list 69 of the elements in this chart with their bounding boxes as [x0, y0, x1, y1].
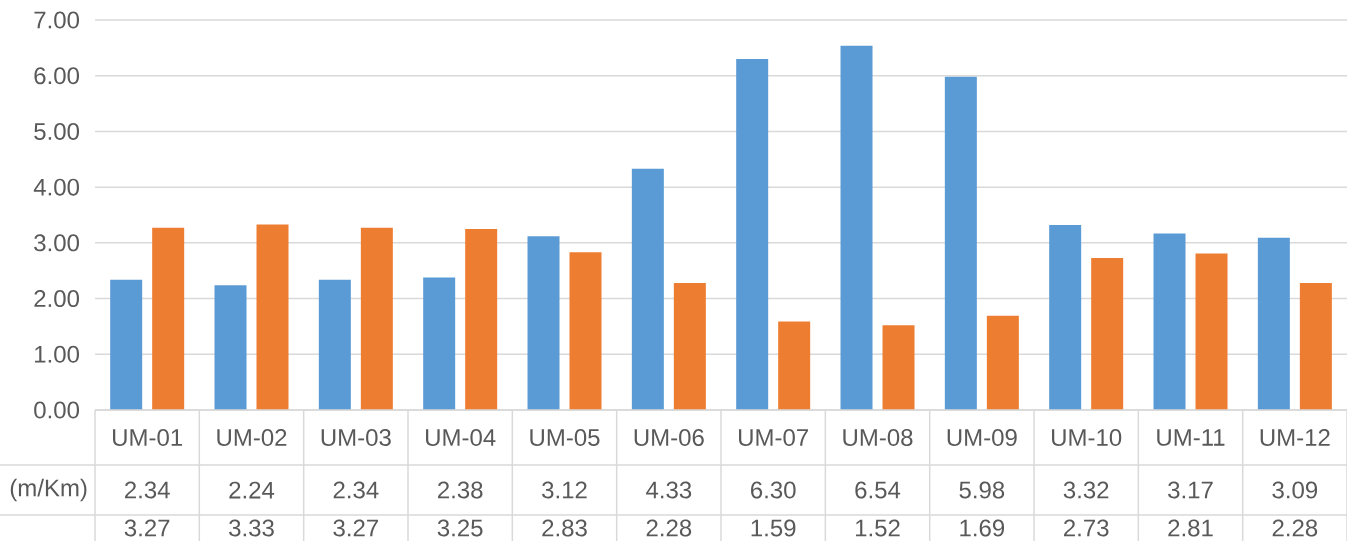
bar	[986, 315, 1019, 410]
data-label: 1.69	[960, 519, 1005, 537]
bar	[360, 227, 393, 410]
data-label: 2.28	[646, 519, 692, 537]
bar	[673, 282, 706, 410]
data-label: 3.33	[229, 519, 274, 537]
data-label: 2.28	[1272, 519, 1318, 537]
data-label: 2.81	[1168, 519, 1213, 537]
data-label: 6.54	[855, 481, 901, 499]
bar	[214, 285, 247, 410]
y-tick-label: 6.00	[34, 67, 80, 85]
bar	[1257, 237, 1290, 410]
x-tick-label: UM-04	[426, 429, 496, 446]
data-label: 3.27	[124, 519, 170, 537]
bar	[1153, 233, 1186, 410]
data-label: 3.17	[1168, 481, 1213, 499]
bar	[882, 325, 915, 410]
y-tick-label: 0.00	[34, 401, 80, 419]
x-tick-label: UM-08	[843, 429, 913, 446]
bar	[1049, 225, 1082, 410]
data-label: 1.52	[855, 519, 900, 537]
bar	[256, 224, 289, 410]
bar	[569, 252, 602, 410]
bar	[318, 279, 351, 410]
y-tick-label: 1.00	[35, 345, 80, 363]
x-tick-label: UM-02	[217, 429, 287, 446]
bar	[944, 76, 977, 410]
bar	[1195, 253, 1228, 410]
bar	[840, 45, 873, 410]
x-tick-label: UM-03	[321, 429, 391, 446]
y-tick-label: 2.00	[34, 290, 80, 308]
data-label: 2.38	[438, 481, 483, 499]
data-label: 6.30	[751, 481, 796, 499]
bar	[152, 227, 185, 410]
data-label: 2.34	[333, 481, 379, 499]
data-label: 4.33	[646, 481, 692, 499]
x-tick-label: UM-07	[739, 429, 808, 446]
x-tick-label: UM-11	[1157, 429, 1225, 446]
bar	[527, 236, 560, 410]
x-tick-label: UM-09	[947, 429, 1017, 446]
bar	[778, 321, 811, 410]
data-label: 3.09	[1272, 481, 1318, 499]
data-label: 3.32	[1063, 481, 1109, 499]
data-label: 1.59	[751, 519, 796, 537]
data-label: 3.27	[333, 519, 378, 537]
x-tick-label: UM-06	[634, 429, 704, 446]
data-label: 2.83	[542, 519, 587, 537]
data-label: 3.12	[542, 481, 587, 499]
data-label: 3.25	[437, 519, 483, 537]
x-tick-label: UM-10	[1052, 429, 1122, 446]
y-tick-label: 3.00	[34, 234, 80, 252]
bar	[423, 277, 456, 410]
x-tick-label: UM-01	[113, 429, 182, 446]
y-tick-label: 4.00	[33, 178, 80, 196]
x-tick-label: UM-12	[1260, 429, 1330, 446]
y-tick-label: 7.00	[34, 11, 80, 29]
bar	[1091, 257, 1124, 410]
text: (m/Km)	[10, 478, 87, 502]
bar	[1299, 282, 1332, 410]
x-tick-label: UM-05	[530, 429, 600, 446]
bar	[631, 168, 664, 410]
bar	[465, 228, 498, 410]
data-label: 2.73	[1064, 519, 1109, 537]
data-label: 5.98	[959, 481, 1005, 499]
data-label: 2.24	[229, 481, 275, 499]
bar	[736, 59, 769, 410]
data-label: 2.34	[125, 481, 170, 499]
y-tick-label: 5.00	[34, 122, 80, 140]
bar	[110, 279, 143, 410]
